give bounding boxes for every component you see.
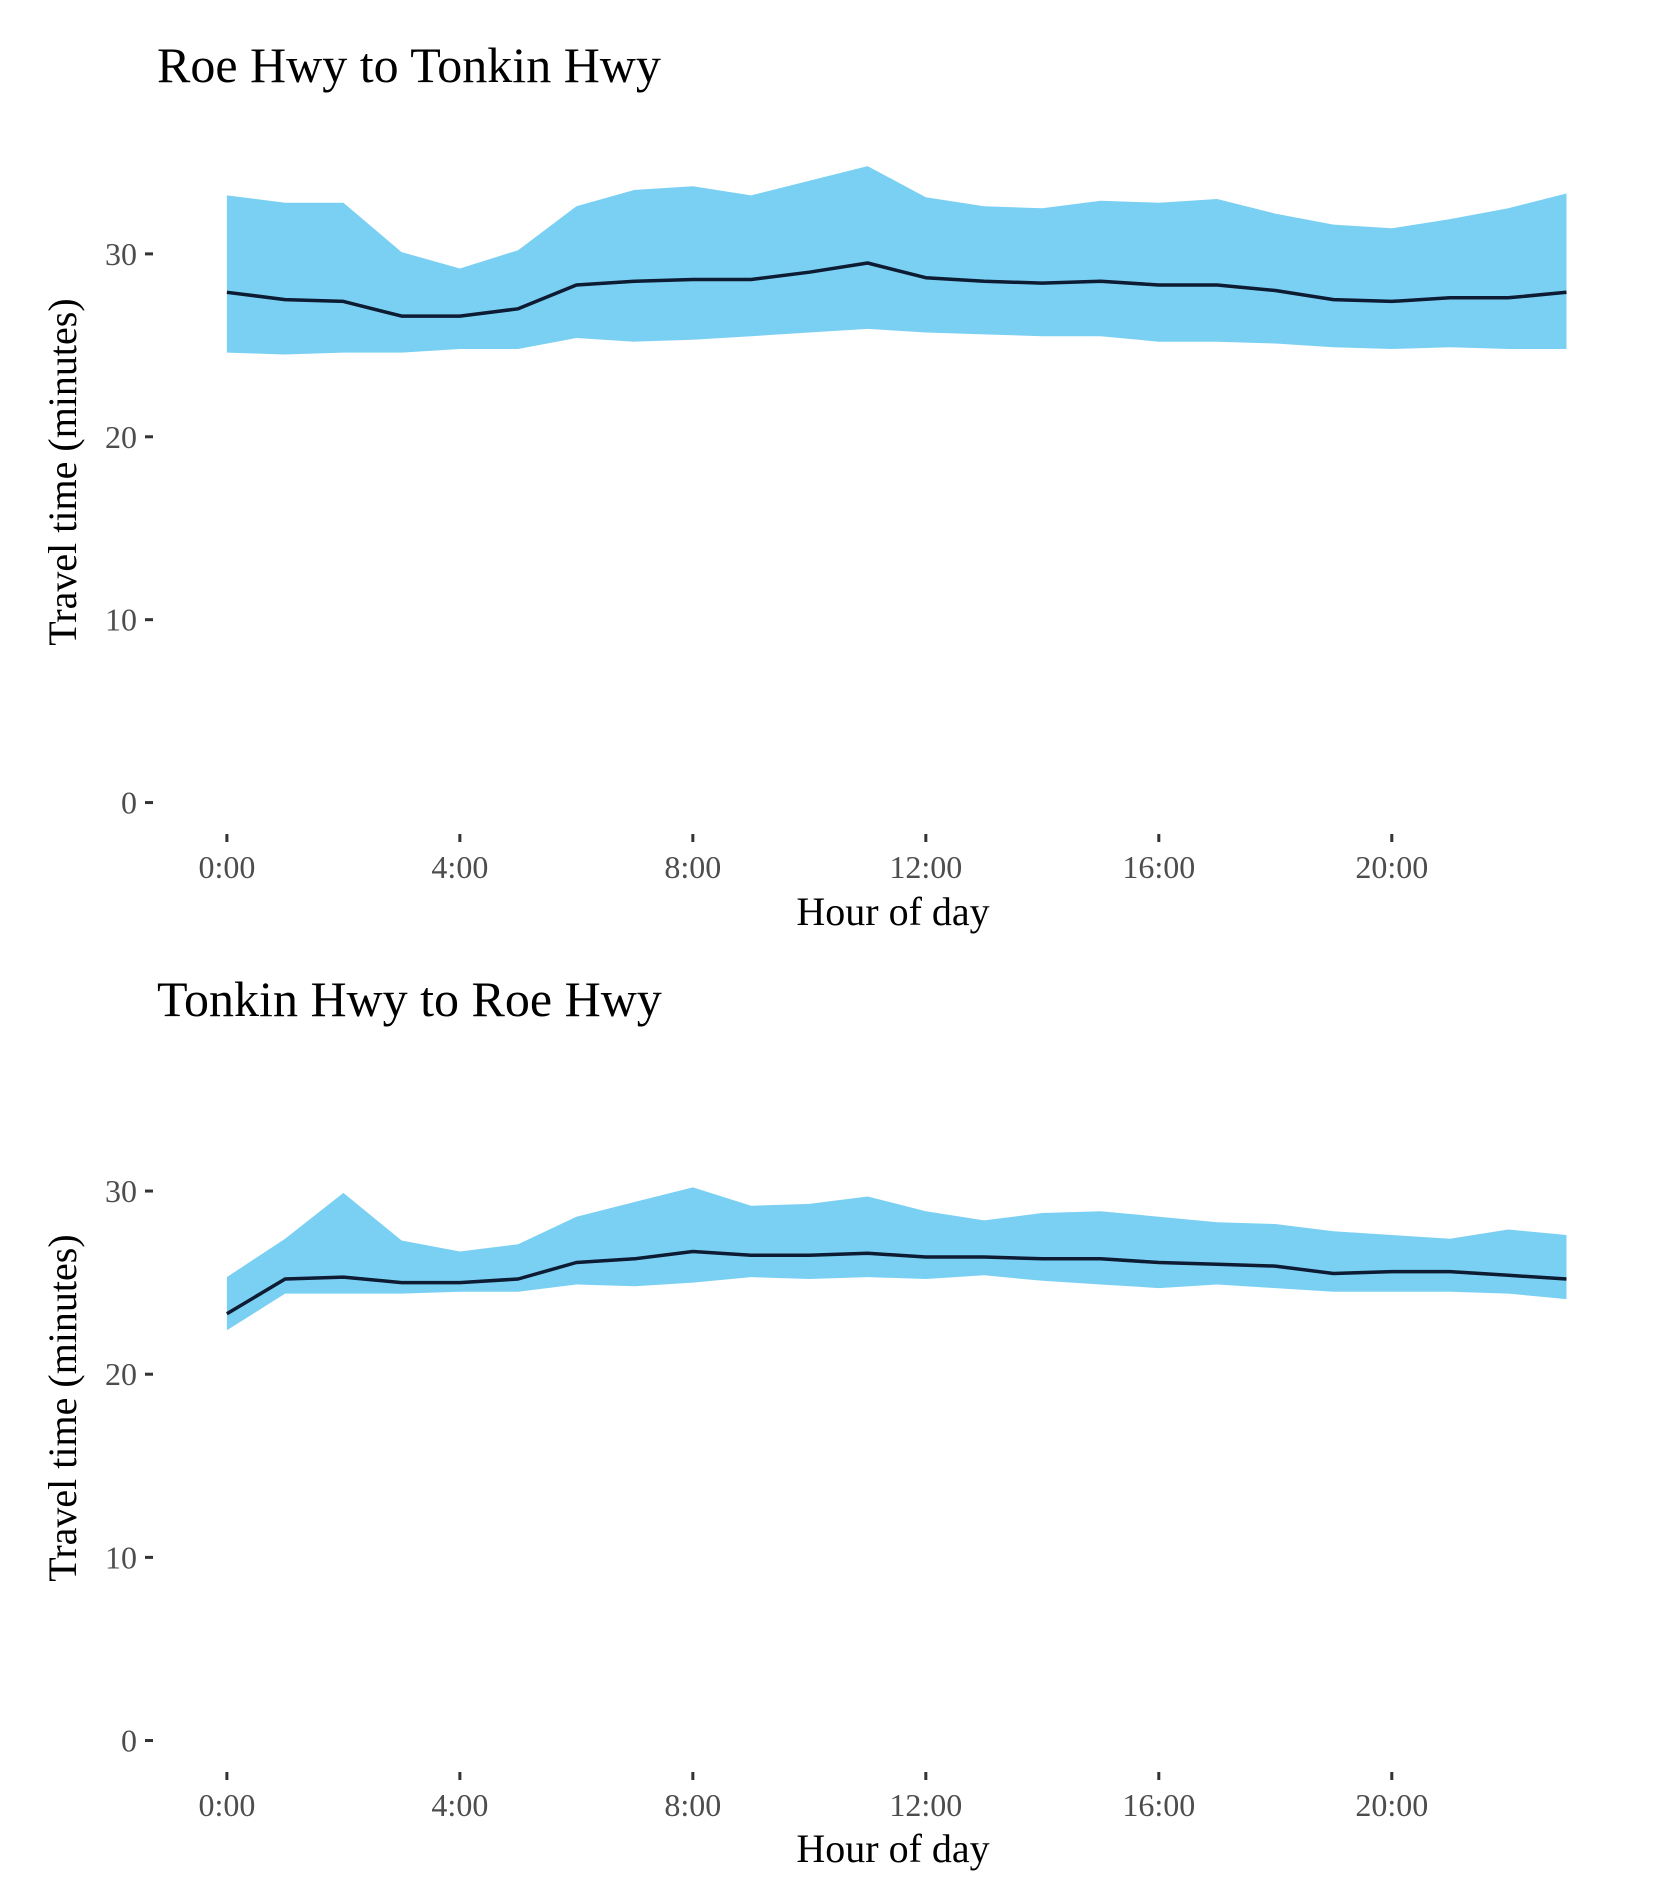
x-tick-label: 4:00 [431, 1787, 488, 1823]
y-tick-label: 10 [105, 602, 137, 638]
x-axis: 0:00 4:00 8:00 12:00 16:00 20:00 [198, 834, 1428, 885]
chart-panel-tonkin-to-roe: Tonkin Hwy to Roe Hwy 0 10 20 30 0:00 4:00 8:… [40, 971, 1567, 1871]
y-axis: 0 10 20 30 [105, 236, 153, 821]
y-tick-label: 20 [105, 419, 137, 455]
travel-time-range-ribbon [226, 166, 1567, 355]
y-tick-label: 20 [105, 1356, 137, 1392]
y-tick-label: 30 [105, 236, 137, 272]
x-tick-label: 20:00 [1355, 849, 1428, 885]
x-tick-label: 16:00 [1122, 849, 1195, 885]
x-axis-title: Hour of day [796, 1826, 989, 1871]
x-tick-label: 20:00 [1355, 1787, 1428, 1823]
chart-title: Roe Hwy to Tonkin Hwy [157, 37, 661, 93]
chart-panel-roe-to-tonkin: Roe Hwy to Tonkin Hwy 0 10 20 30 0:00 4:00 8:… [40, 37, 1567, 934]
y-tick-label: 0 [121, 785, 137, 821]
x-tick-label: 16:00 [1122, 1787, 1195, 1823]
chart-title: Tonkin Hwy to Roe Hwy [157, 971, 662, 1027]
travel-time-range-ribbon [226, 1187, 1567, 1331]
y-tick-label: 0 [121, 1723, 137, 1759]
x-tick-label: 0:00 [198, 849, 255, 885]
y-tick-label: 30 [105, 1173, 137, 1209]
y-tick-label: 10 [105, 1539, 137, 1575]
median-travel-time-line [226, 261, 1567, 318]
x-axis-title: Hour of day [796, 889, 989, 934]
y-axis-title: Travel time (minutes) [40, 298, 85, 645]
median-travel-time-line [226, 1249, 1567, 1316]
x-tick-label: 0:00 [198, 1787, 255, 1823]
y-axis: 0 10 20 30 [105, 1173, 153, 1759]
x-tick-label: 8:00 [664, 1787, 721, 1823]
x-tick-label: 8:00 [664, 849, 721, 885]
x-tick-label: 12:00 [889, 1787, 962, 1823]
x-tick-label: 4:00 [431, 849, 488, 885]
x-tick-label: 12:00 [889, 849, 962, 885]
y-axis-title: Travel time (minutes) [40, 1234, 85, 1581]
x-axis: 0:00 4:00 8:00 12:00 16:00 20:00 [198, 1772, 1428, 1823]
